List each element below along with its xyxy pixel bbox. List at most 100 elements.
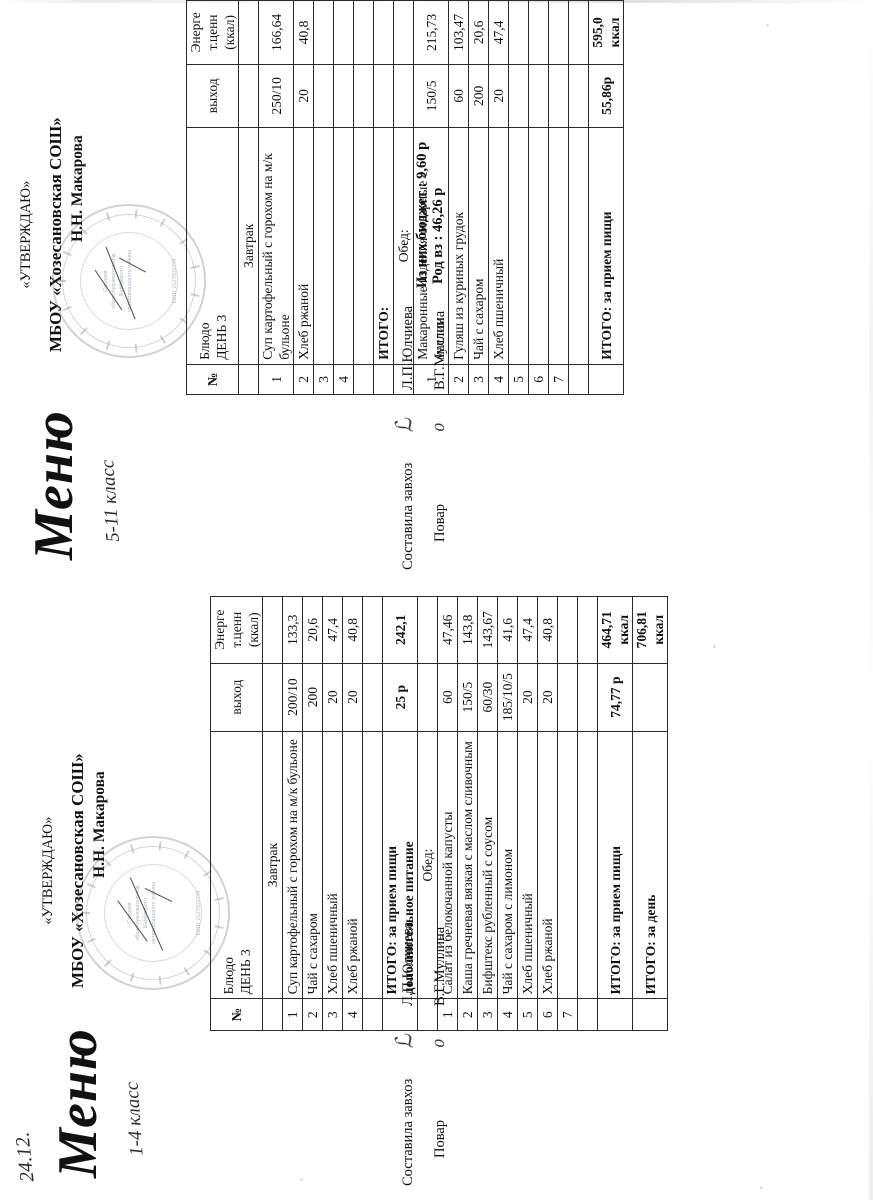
row-number: 7 bbox=[548, 364, 569, 395]
row-output: 20 bbox=[293, 64, 314, 128]
signature-name-storekeeper: Л.П.Юлчиева bbox=[400, 305, 416, 390]
row-energy bbox=[557, 596, 578, 664]
row-output: 60 bbox=[448, 64, 469, 128]
table-header-row: № Блюдо ДЕНЬ 3 выход Энерге т.ценн (ккал… bbox=[210, 596, 263, 1031]
row-output: 200 bbox=[302, 663, 323, 732]
table-row: 5 bbox=[508, 0, 529, 395]
row-dish: Бифштекс рубленный с соусом bbox=[477, 731, 498, 999]
breakfast-label: Завтрак bbox=[262, 731, 283, 999]
row-output: 20 bbox=[322, 663, 343, 732]
menu-sheet-grades-5-11: Меню 5-11 класс «УТВЕРЖДАЮ» МБОУ «Хозеса… bbox=[0, 0, 624, 580]
header-number: № bbox=[186, 364, 239, 395]
approval-word: «УТВЕРЖДАЮ» bbox=[40, 816, 56, 925]
table-row: 3 bbox=[313, 0, 334, 395]
row-number: 4 bbox=[333, 364, 354, 395]
table-row: 6 Хлеб ржаной 20 40,8 bbox=[537, 596, 558, 1031]
approval-word: «УТВЕРЖДАЮ» bbox=[18, 180, 34, 289]
row-energy: 47,4 bbox=[322, 596, 343, 664]
storekeeper-pen-signature: ℒ bbox=[390, 415, 419, 437]
row-dish: Хлеб ржаной bbox=[342, 731, 363, 999]
cook-pen-signature: ℴ bbox=[423, 421, 450, 437]
row-energy: 40,8 bbox=[537, 596, 558, 664]
row-output: 20 bbox=[517, 663, 538, 732]
row-number: 2 bbox=[448, 364, 469, 395]
table-row: 3 Чай с сахаром 200 20,6 bbox=[468, 0, 489, 395]
breakfast-total-energy: 242,1 bbox=[382, 596, 418, 664]
table-row: 1 Суп картофельный с горохом на м/к буль… bbox=[282, 596, 303, 1031]
breakfast-total-row: ИТОГО: bbox=[373, 0, 394, 395]
cook-pen-signature: ℴ bbox=[423, 1037, 450, 1053]
day-total-row: ИТОГО: за день 706,81 ккал bbox=[632, 596, 668, 1031]
row-energy: 40,8 bbox=[342, 596, 363, 664]
row-energy: 103,47 bbox=[448, 0, 469, 65]
table-row: 4 Чай с сахаром с лимоном 185/10/5 41,6 bbox=[497, 596, 518, 1031]
table-row: 1 Суп картофельный с горохом на м/к буль… bbox=[258, 0, 294, 395]
storekeeper-pen-signature: ℒ bbox=[390, 1031, 419, 1053]
row-number: 7 bbox=[557, 998, 578, 1031]
row-number: 1 bbox=[282, 998, 303, 1031]
row-energy: 41,6 bbox=[497, 596, 518, 664]
organization-name: МБОУ «Хозесановская СОШ» bbox=[68, 753, 87, 988]
budget-line-2: Род вз : 46,26 р bbox=[430, 187, 446, 284]
row-energy bbox=[528, 0, 549, 65]
day-total-energy: 706,81 ккал bbox=[632, 596, 668, 664]
row-number: 3 bbox=[313, 364, 334, 395]
scan-speck bbox=[300, 1178, 303, 1181]
table-row: 2 Чай с сахаром 200 20,6 bbox=[302, 596, 323, 1031]
row-output bbox=[557, 663, 578, 732]
handwritten-class-label: 1-4 класс bbox=[121, 1081, 148, 1157]
meal-total-row: ИТОГО: за прием пищи 74,77 р 464,71 ккал bbox=[597, 596, 633, 1031]
stamp-ring-ticks bbox=[54, 206, 204, 356]
row-output bbox=[508, 64, 529, 128]
row-dish bbox=[548, 127, 569, 365]
row-number: 3 bbox=[477, 998, 498, 1031]
breakfast-total-output: 25 р bbox=[382, 663, 418, 732]
scan-edge-artifact-right bbox=[869, 0, 873, 1200]
row-dish: Суп картофельный с горохом на м/к бульон… bbox=[282, 731, 303, 999]
row-output: 20 bbox=[537, 663, 558, 732]
handwritten-class-label: 5-11 класс bbox=[97, 459, 124, 543]
menu-sheet-grades-1-4: 24.12. Меню 1-4 класс «УТВЕРЖДАЮ» МБОУ «… bbox=[0, 596, 668, 1196]
row-dish: Хлеб ржаной bbox=[537, 731, 558, 999]
row-number: 3 bbox=[468, 364, 489, 395]
row-output bbox=[548, 64, 569, 128]
signature-name-cook: В.Г.Муллина bbox=[432, 926, 448, 1006]
row-number: 6 bbox=[528, 364, 549, 395]
row-number: 4 bbox=[497, 998, 518, 1031]
row-dish: Хлеб пшеничный bbox=[488, 127, 509, 365]
row-dish: Хлеб ржаной bbox=[293, 127, 314, 365]
section-row-breakfast: Завтрак bbox=[238, 0, 259, 395]
row-number: 1 bbox=[258, 364, 294, 395]
page-title: Меню bbox=[23, 410, 85, 560]
breakfast-total-label: ИТОГО: bbox=[373, 127, 394, 365]
row-energy: 40,8 bbox=[293, 0, 314, 65]
row-dish: Чай с сахаром bbox=[468, 127, 489, 365]
header-output: выход bbox=[186, 64, 239, 128]
header-number: № bbox=[210, 998, 263, 1031]
row-output bbox=[333, 64, 354, 128]
row-number: 2 bbox=[457, 998, 478, 1031]
page-title: Меню bbox=[47, 1028, 109, 1178]
row-dish: Чай с сахаром с лимоном bbox=[497, 731, 518, 999]
row-number: 2 bbox=[293, 364, 314, 395]
table-row: 4 Хлеб пшеничный 20 47,4 bbox=[488, 0, 509, 395]
row-dish bbox=[313, 127, 334, 365]
row-dish bbox=[557, 731, 578, 999]
row-output: 20 bbox=[488, 64, 509, 128]
row-number: 2 bbox=[302, 998, 323, 1031]
row-energy bbox=[333, 0, 354, 65]
table-row: 7 bbox=[548, 0, 569, 395]
table-row: 4 bbox=[333, 0, 354, 395]
breakfast-total-output bbox=[373, 64, 394, 128]
row-energy bbox=[508, 0, 529, 65]
breakfast-label: Завтрак bbox=[238, 127, 259, 365]
row-dish: Каша гречневая вязкая с маслом сливочным bbox=[457, 731, 478, 999]
row-energy bbox=[548, 0, 569, 65]
row-energy: 166,64 bbox=[258, 0, 294, 65]
total-energy: 464,71 ккал bbox=[597, 596, 633, 664]
official-stamp-icon: Средняя общеобразовательная Кайбицкого м… bbox=[76, 836, 230, 990]
row-number: 3 bbox=[322, 998, 343, 1031]
row-energy: 47,4 bbox=[488, 0, 509, 65]
row-dish bbox=[528, 127, 549, 365]
